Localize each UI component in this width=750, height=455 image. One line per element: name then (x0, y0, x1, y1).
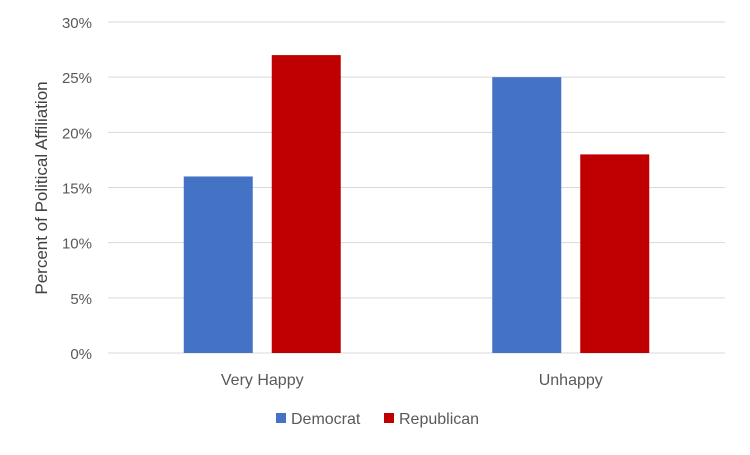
legend-label-democrat: Democrat (291, 411, 361, 428)
legend-swatch-republican (384, 413, 394, 423)
y-tick-label: 10% (62, 236, 92, 253)
bar-democrat-very-happy (183, 176, 253, 353)
y-tick-label: 30% (62, 15, 92, 32)
bar-republican-very-happy (271, 55, 341, 353)
y-tick-label: 5% (70, 291, 92, 308)
y-tick-label: 0% (70, 346, 92, 363)
legend-label-republican: Republican (399, 411, 479, 428)
x-tick-label: Very Happy (221, 372, 304, 389)
x-tick-label: Unhappy (539, 372, 603, 389)
legend-swatch-democrat (276, 413, 286, 423)
bar-republican-unhappy (580, 154, 650, 353)
bars (183, 55, 650, 354)
legend: Democrat Republican (276, 411, 479, 428)
y-tick-label: 20% (62, 125, 92, 142)
y-axis-title: Percent of Political Affiliation (32, 81, 51, 294)
bar-democrat-unhappy (492, 77, 562, 354)
y-tick-label: 25% (62, 70, 92, 87)
y-tick-label: 15% (62, 181, 92, 198)
x-axis-ticks: Very Happy Unhappy (221, 372, 603, 389)
y-axis-ticks: 0% 5% 10% 15% 20% 25% 30% (62, 15, 92, 363)
